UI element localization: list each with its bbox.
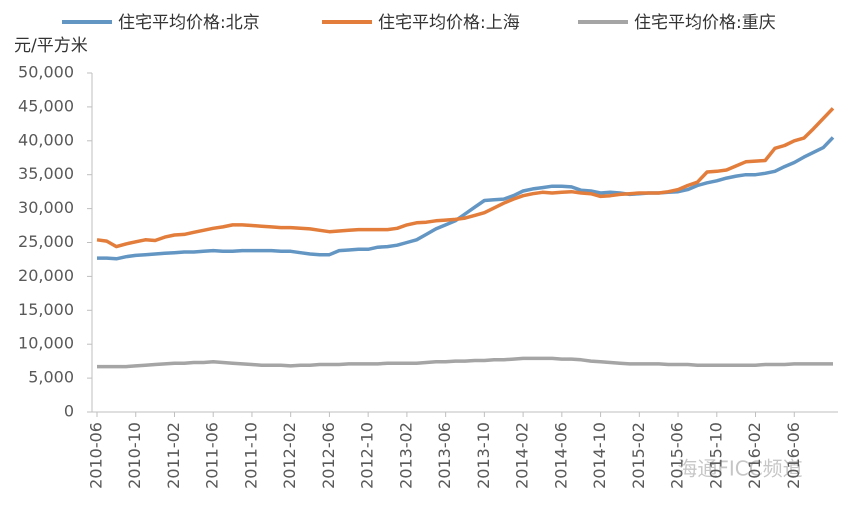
legend-label: 住宅平均价格:北京 (118, 13, 260, 33)
y-tick-label: 5,000 (28, 368, 74, 387)
x-tick-label: 2014-06 (551, 422, 570, 489)
legend-label: 住宅平均价格:重庆 (634, 13, 776, 33)
x-tick-label: 2016-02 (745, 422, 764, 489)
y-tick-label: 0 (64, 402, 74, 421)
x-tick-label: 2010-06 (87, 422, 106, 489)
x-tick-label: 2012-02 (280, 422, 299, 489)
x-tick-label: 2014-10 (590, 422, 609, 489)
line-series (97, 136, 835, 261)
line-series (96, 107, 835, 249)
x-tick-label: 2010-10 (125, 422, 144, 489)
y-tick-label: 45,000 (18, 96, 74, 115)
y-axis-label: 元/平方米 (14, 36, 88, 56)
y-tick-label: 20,000 (18, 266, 74, 285)
x-tick-label: 2015-10 (706, 422, 725, 489)
x-tick-label: 2013-06 (435, 422, 454, 489)
x-tick-label: 2016-06 (784, 422, 803, 489)
x-tick-label: 2012-06 (319, 422, 338, 489)
y-tick-label: 25,000 (18, 232, 74, 251)
x-tick-label: 2013-02 (396, 422, 415, 489)
x-tick-label: 2014-02 (513, 422, 532, 489)
y-tick-label: 40,000 (18, 130, 74, 149)
x-tick-label: 2013-10 (474, 422, 493, 489)
x-tick-label: 2011-10 (241, 422, 260, 489)
y-tick-label: 15,000 (18, 300, 74, 319)
x-tick-label: 2012-10 (358, 422, 377, 489)
x-tick-label: 2015-06 (668, 422, 687, 489)
y-tick-label: 10,000 (18, 334, 74, 353)
legend-label: 住宅平均价格:上海 (378, 13, 520, 33)
y-tick-label: 35,000 (18, 164, 74, 183)
x-tick-label: 2015-02 (629, 422, 648, 489)
watermark: 海通FICC频道 (677, 457, 802, 481)
x-tick-label: 2011-06 (203, 422, 222, 489)
y-tick-label: 30,000 (18, 198, 74, 217)
y-tick-label: 50,000 (18, 63, 74, 82)
line-series (97, 356, 833, 369)
x-tick-label: 2011-02 (164, 422, 183, 489)
